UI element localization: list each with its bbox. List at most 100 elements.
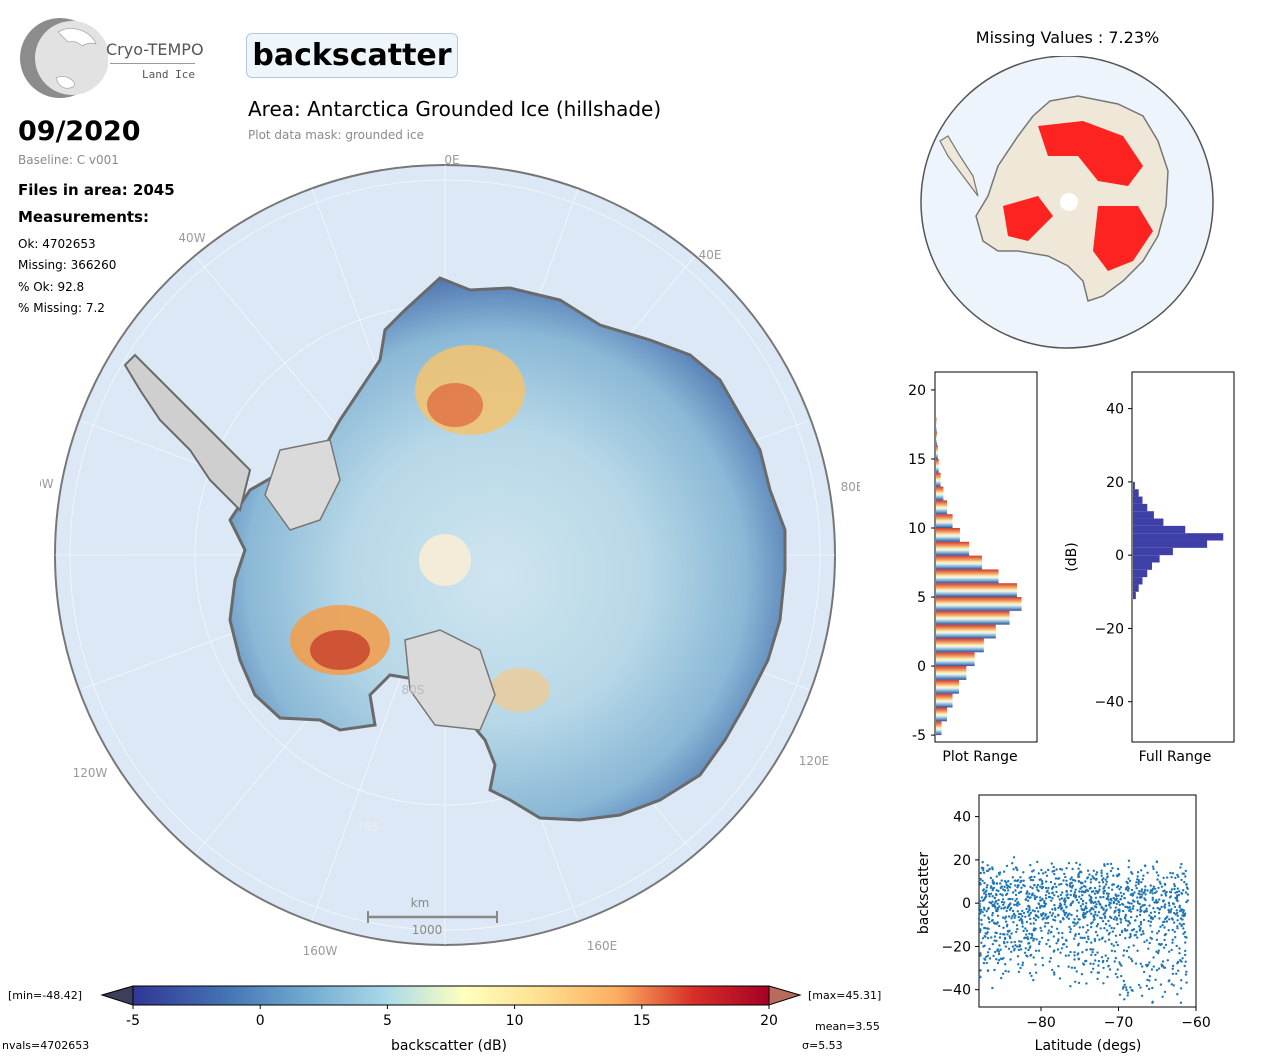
full-range-bar: [1133, 525, 1186, 534]
colorbar-min-text: [min=-48.42]: [8, 989, 82, 1002]
scatter-point: [1045, 890, 1048, 893]
scatter-point: [1033, 910, 1036, 913]
scatter-point: [1041, 872, 1045, 875]
scatter-point: [1037, 889, 1040, 893]
scatter-point: [1012, 912, 1016, 916]
scatter-point: [1094, 959, 1097, 962]
plot-range-tick-label: 0: [917, 659, 926, 675]
scatter-point: [1114, 906, 1117, 909]
scatter-point: [1067, 862, 1071, 865]
scatter-point: [1140, 881, 1143, 884]
scatter-point: [1155, 871, 1158, 874]
scatter-point: [1062, 918, 1065, 921]
scatter-point: [1153, 887, 1157, 890]
scatter-point: [1137, 882, 1140, 886]
scatter-point: [1043, 925, 1047, 928]
scatter-point: [1176, 873, 1179, 877]
scatter-point: [993, 896, 996, 900]
scatter-point: [1057, 895, 1060, 898]
scatter-point: [1032, 922, 1035, 925]
scatter-point: [1166, 876, 1169, 879]
scatter-point: [1117, 901, 1121, 904]
scatter-point: [1069, 893, 1072, 897]
scatter-point: [1059, 920, 1062, 923]
scatter-point: [988, 947, 991, 951]
ross-ice-shelf: [404, 629, 496, 731]
scatter-point: [1002, 926, 1005, 929]
scatter-point: [1058, 898, 1061, 901]
full-range-tick-label: 40: [1106, 402, 1124, 418]
scatter-point: [1136, 878, 1139, 881]
scatter-point: [1093, 892, 1097, 895]
scatter-point: [986, 864, 989, 867]
scatter-point: [1103, 863, 1106, 866]
scatter-point: [1026, 910, 1030, 914]
lon-label-80w: 80W: [40, 477, 54, 491]
scatter-point: [1155, 950, 1158, 953]
scatter-point: [984, 896, 987, 899]
scatter-point: [1108, 931, 1111, 935]
scatter-point: [1180, 878, 1183, 882]
scatter-point: [1113, 927, 1116, 930]
scatter-point: [1021, 922, 1024, 925]
scatter-point: [1077, 932, 1081, 936]
scatter-point: [1178, 922, 1181, 925]
scatter-point: [1115, 918, 1118, 922]
scatter-point: [1029, 917, 1032, 921]
scatter-point: [1171, 964, 1175, 968]
scatter-point: [1092, 876, 1096, 880]
scatter-point: [1063, 872, 1066, 876]
scatter-point: [1073, 966, 1077, 970]
scatter-point: [1182, 932, 1185, 935]
scatter-point: [1175, 909, 1178, 912]
logo-divider: [110, 63, 195, 64]
scatter-point: [1026, 895, 1029, 899]
scatter-point: [1017, 970, 1021, 974]
scatter-point: [1011, 945, 1015, 948]
scatter-point: [1029, 885, 1032, 889]
scatter-point: [1127, 920, 1131, 923]
scatter-point: [1139, 905, 1143, 909]
scatter-point: [1070, 876, 1073, 879]
scatter-point: [1178, 947, 1181, 950]
scatter-point: [1081, 936, 1084, 940]
scatter-point: [1139, 920, 1143, 924]
lon-label-40e: 40E: [699, 248, 722, 262]
scatter-point: [1146, 978, 1149, 982]
scatter-point: [1177, 969, 1180, 972]
colorbar-label: backscatter (dB): [391, 1038, 507, 1054]
scatter-point: [991, 943, 995, 946]
scatter-point: [1003, 901, 1006, 904]
scatter-point: [1084, 915, 1087, 918]
scatter-point: [1006, 923, 1009, 926]
missing-map-title: Missing Values : 7.23%: [975, 28, 1160, 47]
scatter-point: [1074, 879, 1077, 882]
scatter-point: [1158, 917, 1161, 920]
scatter-point: [978, 899, 982, 903]
scatter-point: [1044, 897, 1048, 900]
scatter-point: [1128, 902, 1131, 905]
scatter-point: [1048, 911, 1052, 914]
scatter-point: [1142, 970, 1146, 974]
scatter-point: [1153, 915, 1157, 918]
scatter-point: [1176, 894, 1179, 897]
scatter-point: [1079, 882, 1083, 885]
scatter-point: [1155, 938, 1159, 941]
scatter-point: [999, 882, 1002, 885]
scatter-point: [1005, 893, 1008, 897]
scatter-point: [1000, 879, 1003, 882]
scatter-point: [1142, 891, 1145, 894]
scatter-point: [1024, 898, 1028, 901]
scatter-point: [1027, 948, 1030, 952]
scatter-point: [1168, 890, 1172, 894]
scatter-point: [979, 954, 982, 957]
scatter-point: [1169, 871, 1172, 875]
scatter-point: [1151, 917, 1154, 921]
scatter-point: [1130, 902, 1133, 905]
plot-range-bar: [936, 610, 1010, 625]
scatter-point: [1007, 930, 1010, 933]
scatter-point: [1114, 934, 1118, 937]
scatter-point: [1136, 896, 1139, 899]
scatter-point: [1017, 884, 1020, 887]
scatter-point: [1011, 876, 1014, 879]
